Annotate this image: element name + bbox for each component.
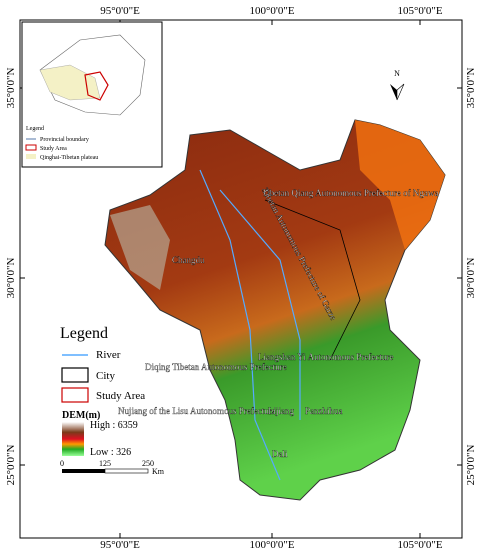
scale-label: 250 <box>142 459 154 468</box>
lon-label: 95°0'0"E <box>100 539 140 550</box>
lat-label: 30°0'0"N <box>5 258 17 299</box>
inset-legend-title: Legend <box>26 126 44 132</box>
lon-label: 100°0'0"E <box>249 539 294 550</box>
dem-low: Low : 326 <box>90 447 131 458</box>
lon-label: 95°0'0"E <box>100 5 140 17</box>
north-label: N <box>394 69 400 78</box>
north-arrow: N <box>390 69 405 101</box>
place-label: Diqing Tibetan Autonomous Prefecture <box>145 362 287 372</box>
scale-label: 125 <box>99 459 111 468</box>
graticule: 95°0'0"E 95°0'0"E 100°0'0"E 100°0'0"E 105°0'… <box>5 5 477 550</box>
lat-label: 25°0'0"N <box>5 445 17 486</box>
scale-label: 0 <box>60 459 64 468</box>
lat-label: 35°0'0"N <box>5 68 17 109</box>
river <box>219 189 301 420</box>
lat-label: 30°0'0"N <box>465 258 477 299</box>
inset-legend-item: Study Area <box>40 146 67 152</box>
dem-title: DEM(m) <box>62 410 100 421</box>
place-label: Liangshan Yi Autonomous Prefecture <box>258 352 393 362</box>
city-boundary <box>264 199 361 361</box>
river <box>199 169 281 481</box>
inset-legend-item: Provincial boundary <box>40 137 89 143</box>
legend-item: Study Area <box>96 390 145 402</box>
high-plateau <box>355 120 445 250</box>
legend-item: City <box>96 370 115 382</box>
lon-label: 100°0'0"E <box>249 5 294 17</box>
legend: Legend River City Study Area DEM(m) High… <box>60 325 165 476</box>
lon-label: 105°0'0"E <box>397 5 442 17</box>
place-label: Lijiang <box>268 406 294 416</box>
place-label: Panzhihua <box>305 406 343 416</box>
snow-peaks <box>110 205 170 290</box>
legend-title: Legend <box>60 325 108 342</box>
lon-label: 105°0'0"E <box>397 539 442 550</box>
place-label: Tibetan Qiang Autonomous Prefecture of N… <box>262 188 438 198</box>
lat-label: 35°0'0"N <box>465 68 477 109</box>
place-label: Nujiang of the Lisu Autonomous Prefectur… <box>118 406 276 416</box>
dem-high: High : 6359 <box>90 420 138 431</box>
inset-map: Legend Provincial boundary Study Area Qi… <box>21 21 163 168</box>
place-label: Changdu <box>172 255 205 265</box>
legend-item: River <box>96 349 121 361</box>
lat-label: 25°0'0"N <box>465 445 477 486</box>
place-label: Dali <box>272 449 288 459</box>
inset-legend-item: Qinghai-Tibetan plateau <box>40 155 98 161</box>
scale-unit: Km <box>152 467 165 476</box>
